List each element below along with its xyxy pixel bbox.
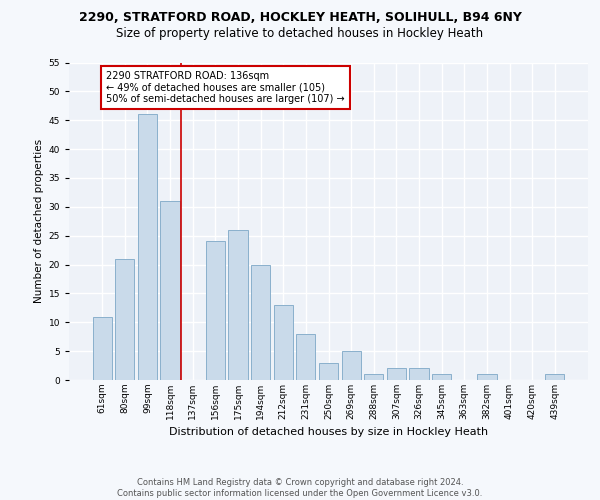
Bar: [319, 362, 338, 380]
Text: Contains HM Land Registry data © Crown copyright and database right 2024.
Contai: Contains HM Land Registry data © Crown c…: [118, 478, 482, 498]
Bar: [251, 264, 270, 380]
Bar: [138, 114, 157, 380]
Bar: [409, 368, 428, 380]
Bar: [115, 259, 134, 380]
Text: 2290 STRATFORD ROAD: 136sqm
← 49% of detached houses are smaller (105)
50% of se: 2290 STRATFORD ROAD: 136sqm ← 49% of det…: [106, 71, 345, 104]
Bar: [341, 351, 361, 380]
Bar: [387, 368, 406, 380]
X-axis label: Distribution of detached houses by size in Hockley Heath: Distribution of detached houses by size …: [169, 428, 488, 438]
Bar: [206, 242, 225, 380]
Bar: [274, 305, 293, 380]
Bar: [296, 334, 316, 380]
Text: 2290, STRATFORD ROAD, HOCKLEY HEATH, SOLIHULL, B94 6NY: 2290, STRATFORD ROAD, HOCKLEY HEATH, SOL…: [79, 11, 521, 24]
Bar: [160, 201, 180, 380]
Bar: [364, 374, 383, 380]
Bar: [545, 374, 565, 380]
Y-axis label: Number of detached properties: Number of detached properties: [34, 139, 44, 304]
Bar: [229, 230, 248, 380]
Bar: [432, 374, 451, 380]
Text: Size of property relative to detached houses in Hockley Heath: Size of property relative to detached ho…: [116, 28, 484, 40]
Bar: [92, 316, 112, 380]
Bar: [477, 374, 497, 380]
